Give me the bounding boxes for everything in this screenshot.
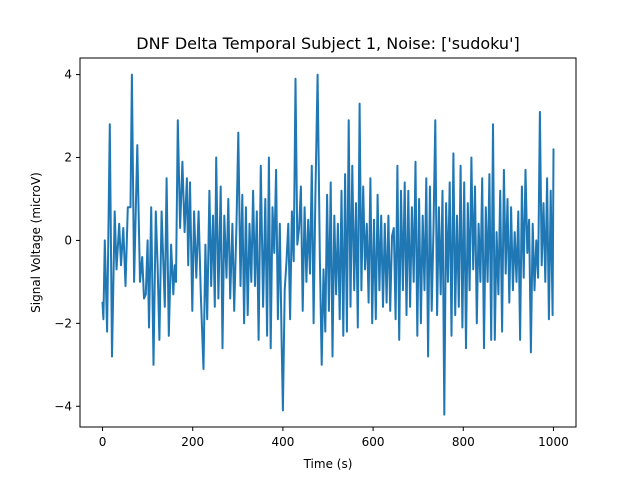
y-tick-label: 0 xyxy=(64,233,72,247)
y-tick-label: 4 xyxy=(64,68,72,82)
y-tick-label: −2 xyxy=(54,316,72,330)
series-line-1 xyxy=(101,73,555,416)
x-tick-label: 200 xyxy=(181,435,204,449)
x-axis: 0 200 400 600 800 1000 xyxy=(99,427,569,449)
plot-area xyxy=(101,73,555,416)
x-tick-label: 800 xyxy=(452,435,475,449)
x-tick-label: 400 xyxy=(271,435,294,449)
x-axis-label: Time (s) xyxy=(303,457,353,471)
y-tick-label: −4 xyxy=(54,399,72,413)
y-tick-label: 2 xyxy=(64,151,72,165)
y-axis: −4 −2 0 2 4 xyxy=(54,68,80,413)
chart-title: DNF Delta Temporal Subject 1, Noise: ['s… xyxy=(136,34,519,53)
x-tick-label: 1000 xyxy=(538,435,569,449)
y-axis-label: Signal Voltage (microV) xyxy=(29,172,43,313)
x-tick-label: 600 xyxy=(362,435,385,449)
axes-frame xyxy=(79,57,577,428)
x-tick-label: 0 xyxy=(99,435,107,449)
